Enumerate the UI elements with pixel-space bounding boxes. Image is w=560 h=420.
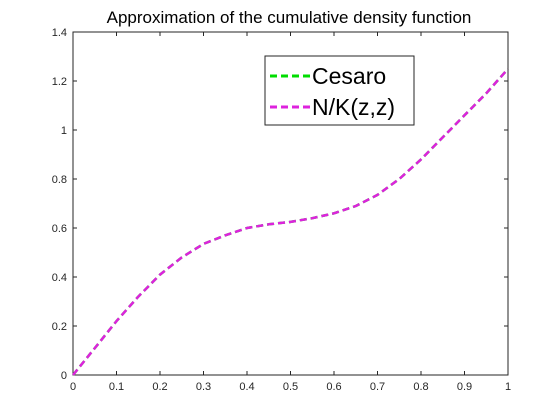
y-tick-label: 1 — [61, 125, 67, 137]
x-tick-label: 0.2 — [152, 381, 167, 393]
x-tick-label: 1 — [505, 381, 511, 393]
x-tick-label: 0.3 — [196, 381, 211, 393]
x-tick-label: 0.9 — [457, 381, 472, 393]
legend-box — [264, 55, 415, 126]
x-tick-label: 0.6 — [326, 381, 341, 393]
x-tick-label: 0 — [70, 381, 76, 393]
x-axis-ticks: 0 0.1 0.2 0.3 0.4 0.5 0.6 0.7 0.8 0.9 1 — [70, 32, 511, 393]
x-tick-label: 0.7 — [370, 381, 385, 393]
x-tick-label: 0.1 — [109, 381, 124, 393]
x-tick-label: 0.4 — [239, 381, 254, 393]
y-tick-label: 0.4 — [52, 272, 67, 284]
x-tick-label: 0.5 — [283, 381, 298, 393]
legend-label-cesaro: Cesaro — [312, 63, 386, 89]
chart-title: Approximation of the cumulative density … — [107, 8, 472, 27]
y-tick-label: 0.8 — [52, 174, 67, 186]
legend: Cesaro N/K(z,z) — [264, 55, 415, 126]
legend-label-nk: N/K(z,z) — [312, 94, 395, 120]
series-line-n-k-z-z — [72, 67, 509, 376]
series-layer — [72, 67, 509, 376]
y-tick-label: 0.2 — [52, 321, 67, 333]
y-axis-ticks: 0 0.2 0.4 0.6 0.8 1 1.2 1.4 — [52, 27, 508, 382]
y-tick-label: 0 — [61, 370, 67, 382]
y-tick-label: 1.2 — [52, 76, 67, 88]
y-tick-label: 1.4 — [52, 27, 67, 39]
y-tick-label: 0.6 — [52, 223, 67, 235]
x-tick-label: 0.8 — [413, 381, 428, 393]
